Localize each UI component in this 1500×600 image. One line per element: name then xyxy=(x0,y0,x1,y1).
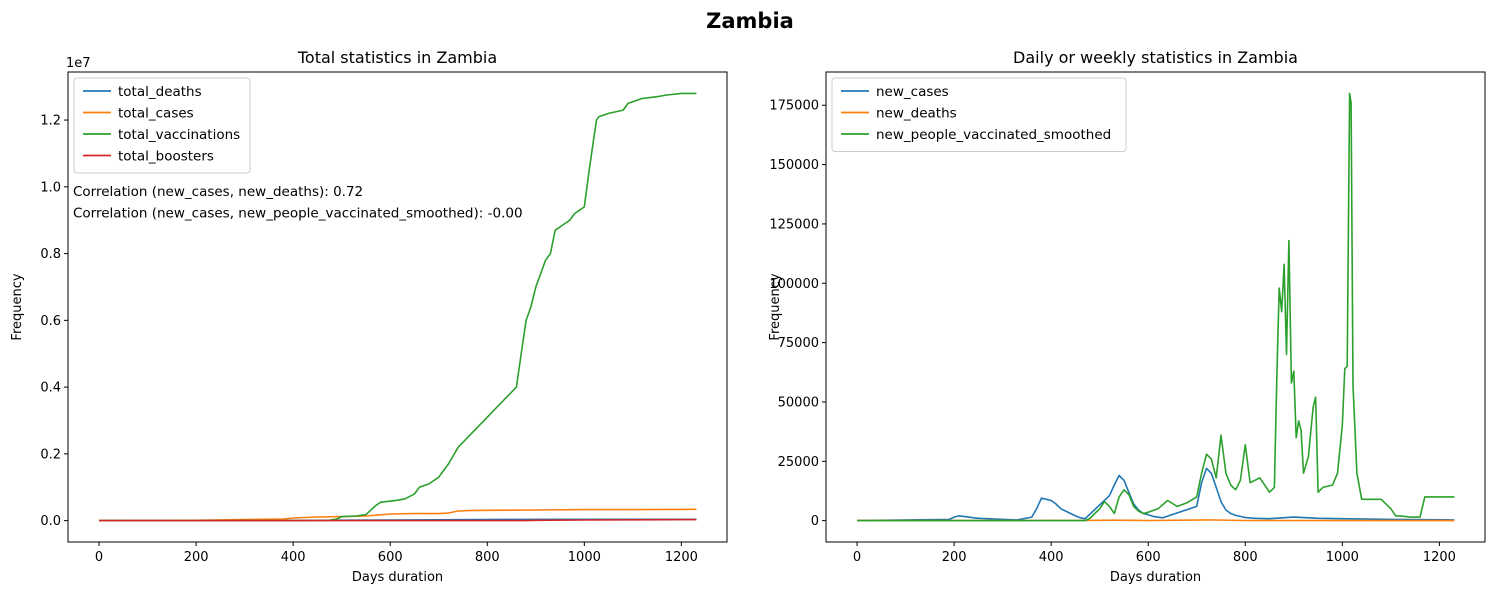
series-line-new-cases xyxy=(857,467,1455,522)
chart-title: Daily or weekly statistics in Zambia xyxy=(1013,48,1298,67)
series-line-total-cases xyxy=(99,508,697,522)
series-line-new-people-vaccinated-smoothed xyxy=(857,92,1455,522)
y-tick-label: 25000 xyxy=(778,455,819,470)
x-tick-label: 1000 xyxy=(1326,550,1359,565)
legend-box xyxy=(831,77,1127,152)
x-axis-label: Days duration xyxy=(1110,570,1201,585)
y-tick-label: 175000 xyxy=(769,99,819,114)
legend: total_deaths total_cases total_vaccination… xyxy=(73,77,251,174)
y-tick-label: 0 xyxy=(811,514,819,529)
legend-label: total_deaths xyxy=(118,84,202,100)
plot-area xyxy=(99,92,697,522)
y-tick-label: 50000 xyxy=(778,395,819,410)
legend-label: total_boosters xyxy=(118,149,214,165)
y-tick-label: 125000 xyxy=(769,217,819,232)
series-line-total-vaccinations xyxy=(99,92,697,522)
legend: new_cases new_deaths new_people_vaccinated… xyxy=(831,77,1127,152)
y-axis-label: Frequency xyxy=(768,273,783,340)
series-line-total-boosters xyxy=(99,518,697,522)
x-tick-label: 1000 xyxy=(568,550,601,565)
legend-label: total_cases xyxy=(118,106,194,122)
correlation-annotation: Correlation (new_cases, new_people_vacci… xyxy=(73,206,523,222)
plot-area xyxy=(857,92,1455,522)
legend-box xyxy=(73,77,251,174)
figure-suptitle: Zambia xyxy=(706,9,794,33)
x-tick-label: 600 xyxy=(1136,550,1161,565)
x-tick-label: 200 xyxy=(184,550,209,565)
y-tick-label: 0.2 xyxy=(40,447,61,462)
legend-label: new_people_vaccinated_smoothed xyxy=(876,127,1111,143)
axes-frame xyxy=(67,71,728,543)
x-tick-label: 0 xyxy=(853,550,861,565)
y-tick-label: 100000 xyxy=(769,277,819,292)
y-tick-label: 0.4 xyxy=(40,381,61,396)
legend-label: new_deaths xyxy=(876,106,957,122)
x-tick-label: 400 xyxy=(1039,550,1064,565)
y-tick-label: 1.0 xyxy=(40,180,61,195)
x-axis-label: Days duration xyxy=(352,570,443,585)
x-tick-label: 0 xyxy=(95,550,103,565)
chart-title: Total statistics in Zambia xyxy=(297,48,497,67)
y-tick-label: 75000 xyxy=(778,336,819,351)
y-tick-label: 1.2 xyxy=(40,114,61,129)
axes-frame xyxy=(825,71,1486,543)
y-tick-label: 0.6 xyxy=(40,314,61,329)
x-tick-label: 800 xyxy=(475,550,500,565)
legend-label: total_vaccinations xyxy=(118,127,240,143)
x-tick-label: 800 xyxy=(1233,550,1258,565)
y-scale-label: 1e7 xyxy=(66,56,91,71)
x-tick-label: 600 xyxy=(378,550,403,565)
y-tick-label: 0.0 xyxy=(40,514,61,529)
correlation-annotation: Correlation (new_cases, new_deaths): 0.7… xyxy=(73,184,363,200)
x-tick-label: 400 xyxy=(281,550,306,565)
y-axis-label: Frequency xyxy=(10,273,25,340)
y-tick-label: 0.8 xyxy=(40,247,61,262)
x-tick-label: 1200 xyxy=(665,550,698,565)
legend-label: new_cases xyxy=(876,84,949,100)
chart-daily: Daily or weekly statistics in Zambia Days… xyxy=(768,48,1486,585)
y-tick-label: 150000 xyxy=(769,158,819,173)
chart-total: Total statistics in Zambia Days duration F… xyxy=(10,48,728,585)
x-tick-label: 200 xyxy=(942,550,967,565)
x-tick-label: 1200 xyxy=(1423,550,1456,565)
